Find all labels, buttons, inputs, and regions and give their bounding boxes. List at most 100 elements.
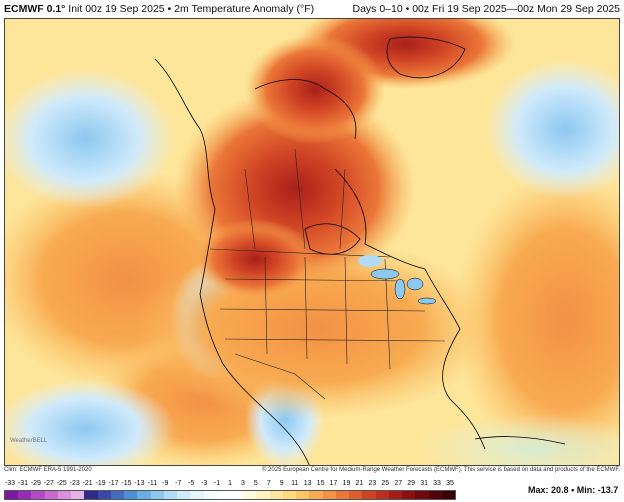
colorbar-swatch-15 — [203, 491, 217, 499]
atlantic-coastline — [334, 168, 486, 450]
colorbar-swatch-6 — [84, 491, 98, 499]
colorbar-tick-label: -17 — [108, 480, 119, 487]
greenland — [386, 36, 466, 79]
anomaly-map — [4, 18, 620, 466]
colorbar-tick-label: 29 — [407, 480, 416, 487]
colorbar-swatch-12 — [163, 491, 178, 499]
us-canada-border — [209, 248, 391, 258]
colorbar-swatch-7 — [97, 491, 111, 499]
credits-row: Clim: ECMWF ERA-5 1991-2020 © 2025 Europ… — [4, 467, 620, 479]
colorbar-tick-label: 1 — [228, 480, 232, 487]
colorbar-swatch-25 — [335, 491, 350, 499]
min-value: -13.7 — [597, 485, 619, 495]
colorbar-tick-label: -11 — [147, 480, 158, 487]
colorbar-tick-label: 5 — [253, 480, 258, 487]
colorbar-tick-label: -27 — [43, 480, 54, 487]
weatherbell-logo: WeatherBELL — [10, 438, 48, 444]
colorbar-swatch-14 — [190, 491, 204, 499]
max-label: Max: — [528, 485, 549, 495]
colorbar-tick-label: -23 — [69, 480, 80, 487]
colorbar-swatch-18 — [243, 491, 257, 499]
lake-michigan — [394, 278, 406, 300]
colorbar-swatch-33 — [441, 491, 455, 499]
colorbar-swatch-21 — [282, 491, 297, 499]
colorbar-swatch-31 — [415, 491, 429, 499]
prairies-hot-anomaly — [195, 219, 315, 299]
us-mexico-border — [234, 353, 326, 400]
great-lakes — [370, 268, 437, 305]
colorbar-tick-label: -3 — [200, 480, 208, 487]
colorbar-tick-label: 13 — [303, 480, 312, 487]
colorbar-swatch-4 — [57, 491, 72, 499]
stats-separator: • — [571, 485, 577, 495]
colorbar-swatch-30 — [402, 491, 416, 499]
colorbar — [4, 490, 456, 500]
north-pacific-cool — [5, 69, 175, 209]
hudson-bay — [304, 223, 361, 255]
colorbar-tick-label: 31 — [420, 480, 429, 487]
lake-superior — [370, 268, 400, 280]
lake-erie — [417, 297, 437, 305]
great-lakes-cool-patch — [358, 255, 382, 267]
colorbar-swatch-20 — [269, 491, 283, 499]
colorbar-swatch-17 — [229, 491, 244, 499]
colorbar-tick-label: 17 — [329, 480, 338, 487]
colorbar-swatch-3 — [44, 491, 58, 499]
init-time: Init 00z 19 Sep 2025 — [68, 3, 165, 15]
stats: Max: 20.8 • Min: -13.7 — [528, 485, 618, 495]
colorbar-swatch-22 — [296, 491, 310, 499]
valid-period: Days 0–10 • 00z Fri 19 Sep 2025—00z Mon … — [352, 3, 620, 15]
us-state-borders — [219, 256, 446, 370]
separator: • — [167, 3, 172, 15]
colorbar-ticks: -33 -31 -29 -27 -25 -23 -21 -19 -17 -15 -13 -11 -9 -7… — [4, 480, 456, 489]
caribbean-neutral — [415, 414, 619, 465]
header-left: ECMWF 0.1° Init 00z 19 Sep 2025 • 2m Tem… — [4, 3, 314, 15]
colorbar-swatch-32 — [428, 491, 442, 499]
colorbar-tick-label: 3 — [240, 480, 245, 487]
model-name: ECMWF 0.1° — [4, 3, 66, 15]
colorbar-tick-label: -19 — [95, 480, 106, 487]
borders — [209, 148, 446, 400]
climatology-note: Clim: ECMWF ERA-5 1991-2020 — [4, 467, 92, 473]
colorbar-tick-label: -13 — [134, 480, 145, 487]
colorbar-swatch-1 — [18, 491, 32, 499]
colorbar-tick-label: -7 — [175, 480, 182, 487]
colorbar-tick-label: 11 — [291, 480, 299, 487]
colorbar-swatch-8 — [110, 491, 125, 499]
variable-name: 2m Temperature Anomaly (°F) — [174, 3, 315, 15]
colorbar-tick-label: 21 — [355, 480, 364, 487]
colorbar-swatch-23 — [309, 491, 323, 499]
max-value: 20.8 — [551, 485, 569, 495]
colorbar-swatch-27 — [362, 491, 376, 499]
colorbar-swatch-0 — [5, 491, 19, 499]
arctic-archipelago-hot-anomaly — [245, 34, 385, 144]
colorbar-swatch-13 — [177, 491, 191, 499]
colorbar-tick-label: -33 — [4, 480, 16, 487]
colorbar-tick-label: 35 — [446, 480, 454, 487]
map-header: ECMWF 0.1° Init 00z 19 Sep 2025 • 2m Tem… — [0, 0, 624, 18]
colorbar-tick-label: -9 — [162, 480, 169, 487]
colorbar-swatch-10 — [137, 491, 151, 499]
colorbar-swatch-28 — [375, 491, 389, 499]
southwest-pacific-cool — [5, 379, 175, 465]
coastlines — [154, 36, 566, 465]
min-label: Min: — [576, 485, 596, 495]
colorbar-tick-label: 33 — [433, 480, 441, 487]
colorbar-swatch-19 — [256, 491, 270, 499]
colorbar-tick-label: -5 — [188, 480, 195, 487]
colorbar-swatch-2 — [31, 491, 45, 499]
colorbar-tick-label: 25 — [381, 480, 390, 487]
canada-province-borders — [244, 148, 346, 250]
atlantic-warm-anomaly — [455, 169, 619, 465]
lake-huron — [406, 277, 424, 291]
colorbar-tick-label: -15 — [121, 480, 132, 487]
colorbar-swatch-29 — [388, 491, 403, 499]
colorbar-tick-label: 23 — [368, 480, 377, 487]
colorbar-swatch-26 — [349, 491, 363, 499]
colorbar-tick-label: -25 — [56, 480, 67, 487]
colorbar-tick-label: -1 — [213, 480, 221, 487]
arctic-coastline — [254, 79, 357, 140]
colorbar-tick-label: 15 — [316, 480, 325, 487]
colorbar-swatch-11 — [150, 491, 164, 499]
colorbar-swatch-24 — [322, 491, 336, 499]
